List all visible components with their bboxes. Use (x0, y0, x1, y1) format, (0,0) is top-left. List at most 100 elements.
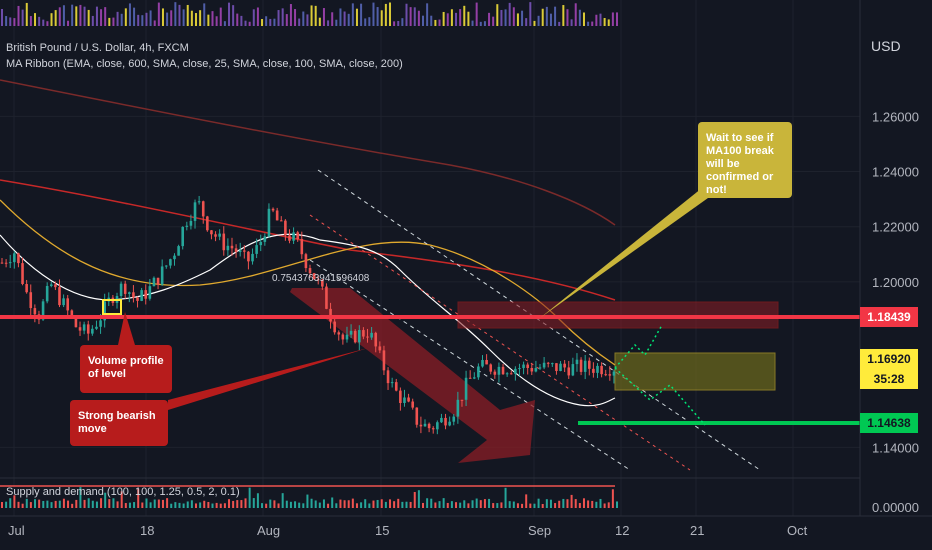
top-volume-bar (376, 7, 379, 26)
sub-bar (228, 499, 231, 508)
sub-bar (488, 498, 491, 508)
top-volume-bar (430, 15, 433, 26)
sub-bar (141, 502, 144, 508)
sub-bar (199, 502, 202, 508)
top-volume-bar (116, 11, 119, 26)
candle-body (66, 298, 70, 311)
candle-body (123, 283, 127, 294)
sub-bar (327, 503, 330, 508)
sub-bar (582, 498, 585, 508)
candle-body (201, 201, 205, 217)
candle-body (407, 397, 410, 402)
candle-body (493, 371, 497, 375)
sub-bar (537, 498, 540, 508)
candle-body (349, 330, 353, 335)
candle-body (86, 324, 90, 334)
sub-bar (145, 498, 148, 508)
x-tick-label: Aug (257, 523, 280, 538)
sub-bar (364, 499, 367, 508)
top-volume-bar (1, 9, 3, 26)
candle-body (587, 360, 591, 369)
sub-bar (42, 500, 45, 508)
sub-bar (116, 501, 119, 508)
y-tick-label: 1.14000 (872, 440, 919, 455)
candle-body (436, 422, 439, 430)
top-volume-bar (120, 13, 123, 26)
candle-body (78, 327, 82, 331)
candle-body (386, 370, 390, 384)
sub-bar (417, 490, 420, 508)
sub-bar (521, 503, 524, 508)
candle-body (399, 390, 402, 404)
sub-bar (351, 498, 354, 508)
sub-bar (302, 503, 305, 508)
top-volume-bar (133, 7, 136, 26)
volume-profile-box (102, 299, 122, 315)
sub-bar (232, 500, 235, 508)
candle-body (206, 216, 209, 231)
top-volume-bar (186, 4, 189, 26)
top-volume-bar (252, 9, 255, 26)
sub-bar (413, 491, 416, 508)
note-volume-profile[interactable]: Volume profile of level (80, 345, 172, 393)
candle-body (222, 233, 226, 251)
sub-bar (306, 494, 309, 508)
candle-body (148, 286, 152, 299)
note-ma100-break[interactable]: Wait to see if MA100 break will be confi… (698, 122, 792, 198)
sub-bar (492, 503, 495, 508)
candle-body (419, 424, 423, 427)
candle-body (374, 332, 378, 347)
top-volume-bar (190, 10, 193, 26)
candle-body (505, 373, 509, 375)
sub-bar (277, 503, 280, 508)
top-volume-bar (34, 13, 37, 26)
y-tick-label: 1.22000 (872, 220, 919, 235)
top-volume-bar (314, 5, 317, 26)
candle-body (160, 266, 164, 285)
sub-bar (603, 503, 606, 508)
top-volume-bar (269, 18, 272, 26)
supply-demand-bars (0, 485, 618, 508)
top-volume-bar (603, 18, 606, 26)
sub-bar (347, 500, 350, 508)
sub-bar (566, 499, 569, 508)
sub-bar (438, 501, 441, 508)
candle-body (583, 360, 587, 372)
candle-body (370, 332, 373, 338)
top-volume-bar (541, 8, 544, 26)
top-volume-bar (318, 17, 321, 26)
top-volume-bar (455, 12, 458, 26)
top-volume-bar (492, 16, 495, 26)
candle-body (210, 230, 213, 235)
x-tick-label: 21 (690, 523, 704, 538)
candle-body (362, 330, 365, 337)
sub-bar (294, 501, 297, 508)
sub-bar (240, 500, 243, 508)
x-tick-label: 12 (615, 523, 629, 538)
sub-bar (376, 499, 379, 508)
candle-body (193, 202, 197, 221)
sub-bar (79, 487, 82, 508)
top-volume-bar (347, 13, 350, 26)
candle-body (468, 377, 472, 379)
top-volume-bar (426, 3, 429, 26)
top-volume-bar (277, 10, 280, 26)
top-volume-bar (471, 20, 474, 26)
candle-body (534, 368, 538, 372)
top-volume-bar (95, 6, 98, 26)
top-volume-bar (182, 9, 185, 27)
candle-body (4, 262, 8, 264)
top-volume-bar (223, 21, 226, 26)
candle-body (25, 283, 28, 293)
sub-bar (178, 502, 181, 508)
candle-body (481, 359, 484, 367)
candle-body (604, 374, 608, 376)
candle-body (518, 368, 521, 370)
candle-body (431, 428, 435, 430)
top-volume-bar (483, 21, 486, 26)
top-volume-bar (442, 11, 445, 26)
top-volume-bar (529, 2, 532, 27)
note-bearish-move[interactable]: Strong bearish move (70, 400, 168, 446)
top-volume-bar (289, 4, 292, 26)
